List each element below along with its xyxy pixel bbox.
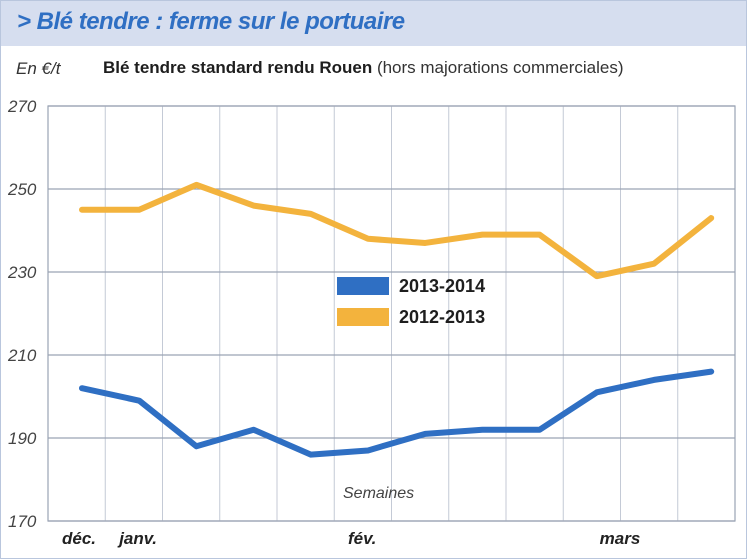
y-tick-label: 190 — [8, 429, 37, 448]
legend-swatch — [337, 277, 389, 295]
y-tick-label: 270 — [7, 97, 37, 116]
legend-label: 2012-2013 — [399, 307, 485, 327]
y-tick-label: 210 — [7, 346, 37, 365]
x-month-label: mars — [600, 529, 641, 548]
legend-swatch — [337, 308, 389, 326]
y-tick-label: 250 — [7, 180, 37, 199]
x-month-label: janv. — [117, 529, 157, 548]
x-month-label: fév. — [348, 529, 376, 548]
x-month-label: déc. — [62, 529, 96, 548]
y-tick-label: 170 — [8, 512, 37, 531]
y-tick-label: 230 — [7, 263, 37, 282]
line-chart: 170 190 210 230 250 270 déc. janv. fév. mars Semai… — [0, 0, 747, 559]
legend-label: 2013-2014 — [399, 276, 485, 296]
x-axis-title: Semaines — [343, 485, 414, 502]
